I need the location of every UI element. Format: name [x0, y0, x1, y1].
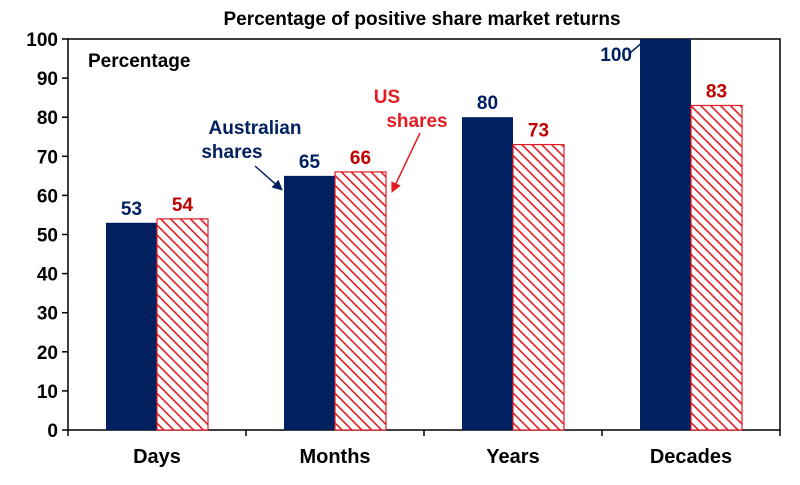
bar-us-years — [512, 143, 565, 431]
annotation-australian-line2: shares — [201, 142, 262, 163]
y-tick-label: 60 — [37, 186, 58, 207]
x-category-label: Years — [486, 446, 539, 468]
y-tick-label: 80 — [37, 108, 58, 129]
y-axis: 0 10 20 30 40 50 60 70 80 90 100 — [26, 30, 68, 442]
x-category-label: Days — [133, 446, 181, 468]
bar-us-days — [156, 218, 209, 431]
data-label: 53 — [121, 199, 142, 220]
annotations: Australian shares US shares — [201, 87, 448, 193]
annotation-australian-line1: Australian — [209, 118, 302, 139]
data-label: 80 — [477, 93, 498, 114]
y-tick-label: 100 — [26, 30, 58, 51]
chart-title: Percentage of positive share market retu… — [223, 9, 620, 30]
bar-us-months — [334, 171, 387, 431]
y-axis-label: Percentage — [88, 51, 190, 72]
data-label: 73 — [528, 121, 549, 142]
y-tick-label: 50 — [37, 226, 58, 247]
data-label: 65 — [299, 152, 321, 173]
annotation-us-line1: US — [374, 87, 400, 108]
y-tick-label: 30 — [37, 304, 58, 325]
y-tick-label: 90 — [37, 69, 58, 90]
bar-australian-decades — [640, 39, 691, 430]
bars — [106, 39, 743, 431]
annotation-us-line2: shares — [386, 111, 447, 132]
y-tick-label: 20 — [37, 343, 58, 364]
data-label: 54 — [172, 195, 194, 216]
y-tick-label: 10 — [37, 382, 58, 403]
bar-australian-days — [106, 222, 157, 430]
bar-australian-months — [284, 175, 335, 430]
y-tick-label: 70 — [37, 147, 58, 168]
data-label: 66 — [350, 148, 371, 169]
x-axis: Days Months Years Decades — [67, 430, 781, 468]
data-label-leader — [629, 40, 645, 54]
data-label: 83 — [706, 81, 727, 102]
bar-australian-years — [462, 117, 513, 430]
y-tick-label: 0 — [47, 421, 58, 442]
annotation-australian-arrow — [254, 165, 283, 191]
annotation-us-arrow — [391, 132, 421, 193]
data-label: 100 — [600, 45, 632, 66]
x-category-label: Months — [299, 446, 370, 468]
x-category-label: Decades — [650, 446, 732, 468]
data-labels: 53 65 80 100 54 66 73 83 — [121, 40, 727, 220]
y-tick-label: 40 — [37, 265, 58, 286]
bar-us-decades — [690, 104, 743, 431]
